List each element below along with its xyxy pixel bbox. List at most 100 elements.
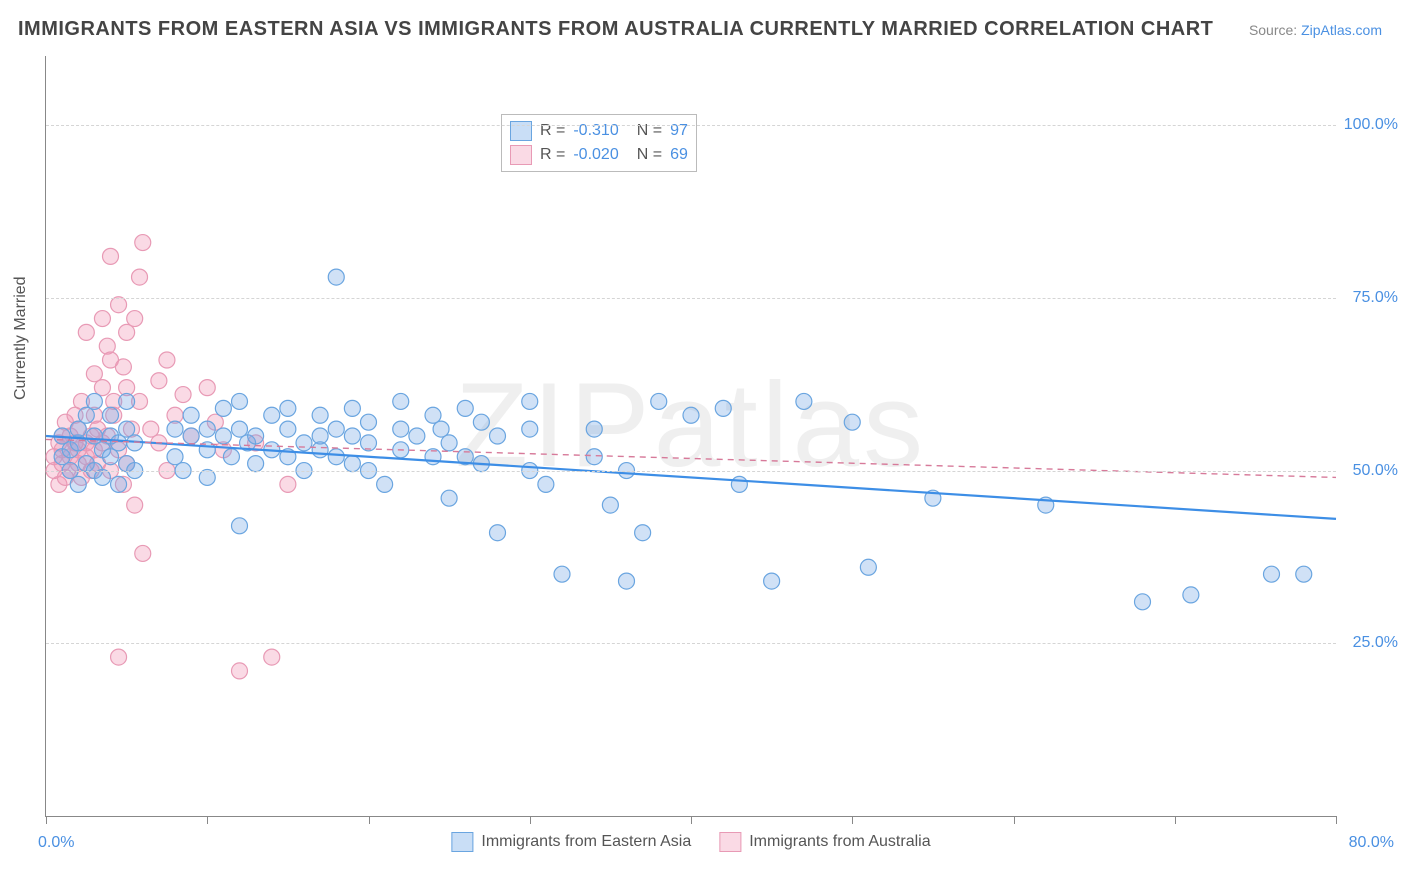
data-point [328, 269, 344, 285]
source-attribution: Source: ZipAtlas.com [1249, 22, 1382, 38]
data-point [175, 387, 191, 403]
data-point [127, 497, 143, 513]
data-point [554, 566, 570, 582]
data-point [538, 476, 554, 492]
data-point [441, 490, 457, 506]
r-label-2: R = [540, 146, 565, 164]
data-point [215, 428, 231, 444]
data-point [731, 476, 747, 492]
data-point [94, 311, 110, 327]
data-point [199, 421, 215, 437]
chart-plot-area: ZIPatlas R = -0.310 N = 97 R = -0.020 N … [45, 56, 1336, 817]
data-point [135, 545, 151, 561]
legend-swatch-pink-icon [719, 832, 741, 852]
data-point [457, 400, 473, 416]
data-point [232, 663, 248, 679]
data-point [844, 414, 860, 430]
data-point [715, 400, 731, 416]
data-point [393, 421, 409, 437]
data-point [199, 469, 215, 485]
data-point [167, 421, 183, 437]
data-point [264, 407, 280, 423]
x-tick [207, 816, 208, 824]
data-point [1183, 587, 1199, 603]
data-point [132, 269, 148, 285]
data-point [103, 248, 119, 264]
x-tick [530, 816, 531, 824]
data-point [1296, 566, 1312, 582]
data-point [393, 393, 409, 409]
data-point [119, 393, 135, 409]
data-point [296, 435, 312, 451]
data-point [280, 476, 296, 492]
data-point [78, 324, 94, 340]
legend-swatch-blue-icon [451, 832, 473, 852]
data-point [683, 407, 699, 423]
n-label-2: N = [637, 146, 662, 164]
y-tick-label: 75.0% [1353, 289, 1398, 307]
stats-row-series1: R = -0.310 N = 97 [510, 119, 688, 143]
data-point [409, 428, 425, 444]
x-tick [1014, 816, 1015, 824]
x-axis-max-label: 80.0% [1349, 834, 1394, 852]
data-point [183, 428, 199, 444]
data-point [796, 393, 812, 409]
data-point [586, 421, 602, 437]
legend-label-1: Immigrants from Eastern Asia [481, 833, 691, 851]
data-point [111, 649, 127, 665]
stats-legend: R = -0.310 N = 97 R = -0.020 N = 69 [501, 114, 697, 172]
data-point [328, 421, 344, 437]
data-point [248, 428, 264, 444]
x-tick [1336, 816, 1337, 824]
y-axis-label: Currently Married [12, 276, 30, 400]
data-point [111, 297, 127, 313]
data-point [264, 649, 280, 665]
data-point [183, 407, 199, 423]
swatch-blue-icon [510, 121, 532, 141]
data-point [151, 373, 167, 389]
stats-row-series2: R = -0.020 N = 69 [510, 143, 688, 167]
gridline [46, 125, 1336, 126]
data-point [111, 476, 127, 492]
data-point [490, 525, 506, 541]
data-point [490, 428, 506, 444]
data-point [312, 442, 328, 458]
gridline [46, 298, 1336, 299]
data-point [377, 476, 393, 492]
source-link[interactable]: ZipAtlas.com [1301, 22, 1382, 38]
data-point [764, 573, 780, 589]
data-point [199, 380, 215, 396]
data-point [860, 559, 876, 575]
data-point [115, 359, 131, 375]
data-point [473, 414, 489, 430]
data-point [280, 421, 296, 437]
y-tick-label: 50.0% [1353, 462, 1398, 480]
y-tick-label: 100.0% [1344, 116, 1398, 134]
n-value-2: 69 [670, 146, 688, 164]
x-tick [691, 816, 692, 824]
data-point [159, 352, 175, 368]
data-point [651, 393, 667, 409]
swatch-pink-icon [510, 145, 532, 165]
data-point [328, 449, 344, 465]
data-point [86, 393, 102, 409]
data-point [1264, 566, 1280, 582]
x-axis-min-label: 0.0% [38, 834, 74, 852]
data-point [441, 435, 457, 451]
data-point [344, 400, 360, 416]
data-point [223, 449, 239, 465]
series-legend: Immigrants from Eastern Asia Immigrants … [451, 832, 930, 852]
data-point [103, 407, 119, 423]
data-point [344, 428, 360, 444]
trend-line [46, 436, 1336, 519]
chart-title: IMMIGRANTS FROM EASTERN ASIA VS IMMIGRAN… [18, 18, 1213, 41]
data-point [344, 456, 360, 472]
data-point [522, 393, 538, 409]
data-point [94, 469, 110, 485]
data-point [522, 421, 538, 437]
legend-label-2: Immigrants from Australia [749, 833, 930, 851]
x-tick [1175, 816, 1176, 824]
x-tick [852, 816, 853, 824]
data-point [135, 235, 151, 251]
x-tick [46, 816, 47, 824]
